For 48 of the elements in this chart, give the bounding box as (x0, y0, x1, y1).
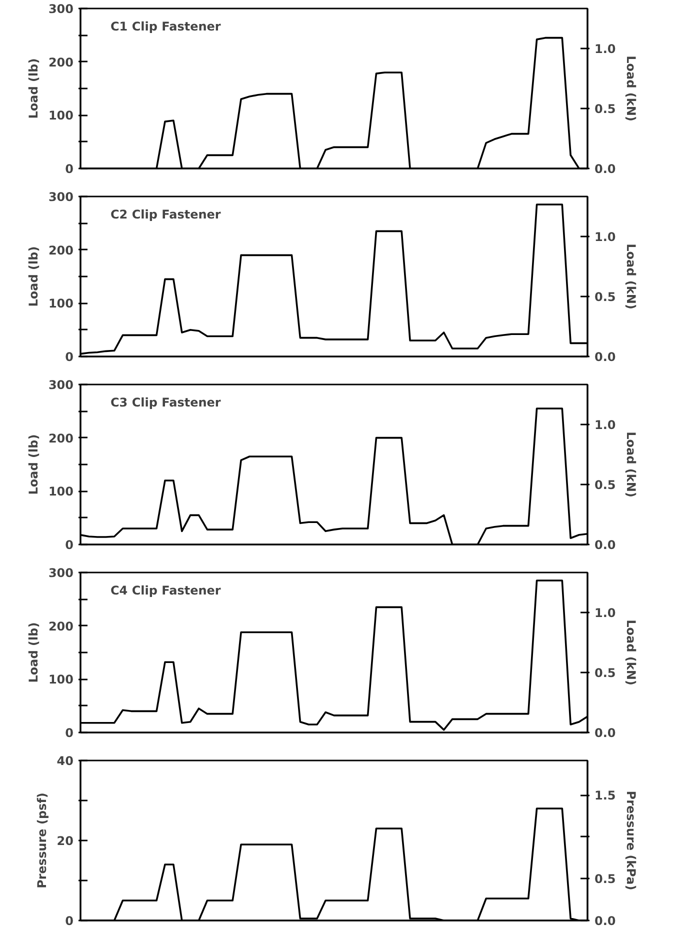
y-axis-title: Load (lb) (26, 622, 40, 683)
annotation: C4 Clip Fastener (110, 584, 221, 598)
y-axis-title: Load (lb) (26, 58, 40, 119)
y2-tick-label: 0.0 (594, 538, 616, 552)
y2-tick-label: 0.0 (594, 162, 616, 176)
y-tick-label: 300 (48, 190, 74, 204)
y2-tick-label: 0.0 (594, 914, 616, 928)
y-tick-label: 200 (48, 431, 74, 446)
y2-tick-label: 1.0 (594, 418, 616, 432)
y2-axis-title: Load (kN) (624, 620, 638, 686)
y-tick-label: 100 (48, 484, 74, 499)
y2-axis-title: Load (kN) (624, 432, 638, 498)
y-axis-title: Pressure (psf) (34, 792, 49, 888)
y2-tick-label: 1.5 (594, 788, 616, 803)
y2-tick-label: 1.0 (594, 42, 616, 56)
y2-axis-title: Load (kN) (624, 244, 638, 310)
y2-tick-label: 0.5 (594, 666, 616, 680)
y2-tick-label: 1.0 (594, 230, 616, 244)
y2-tick-label: 0.5 (594, 872, 616, 886)
y2-tick-label: 0.0 (594, 350, 616, 364)
y-tick-label: 0 (65, 726, 74, 740)
y-tick-label: 100 (48, 108, 74, 123)
y2-tick-label: 0.5 (594, 478, 616, 492)
y-tick-label: 200 (48, 619, 74, 634)
annotation: C2 Clip Fastener (110, 208, 221, 222)
y-tick-label: 0 (65, 538, 74, 552)
y-tick-label: 200 (48, 243, 74, 258)
y2-tick-label: 0.5 (594, 102, 616, 116)
annotation: C1 Clip Fastener (110, 20, 221, 34)
y-tick-label: 40 (56, 754, 74, 768)
annotation: C3 Clip Fastener (110, 396, 221, 410)
y-tick-label: 100 (48, 296, 74, 311)
y2-tick-label: 0.5 (594, 290, 616, 304)
y-tick-label: 0 (65, 350, 74, 364)
y-tick-label: 0 (65, 162, 74, 176)
y-tick-label: 300 (48, 2, 74, 16)
y-tick-label: 20 (56, 834, 74, 848)
y2-tick-label: 1.0 (594, 606, 616, 620)
y2-tick-label: 0.0 (594, 726, 616, 740)
y-axis-title: Load (lb) (26, 434, 40, 495)
y-axis-title: Load (lb) (26, 246, 40, 307)
y2-axis-title: Load (kN) (624, 56, 638, 122)
y2-axis-title: Pressure (kPa) (624, 790, 638, 890)
y-tick-label: 300 (48, 566, 74, 580)
y-tick-label: 100 (48, 672, 74, 687)
y-tick-label: 200 (48, 55, 74, 70)
y-tick-label: 300 (48, 378, 74, 392)
y-tick-label: 0 (65, 914, 74, 928)
